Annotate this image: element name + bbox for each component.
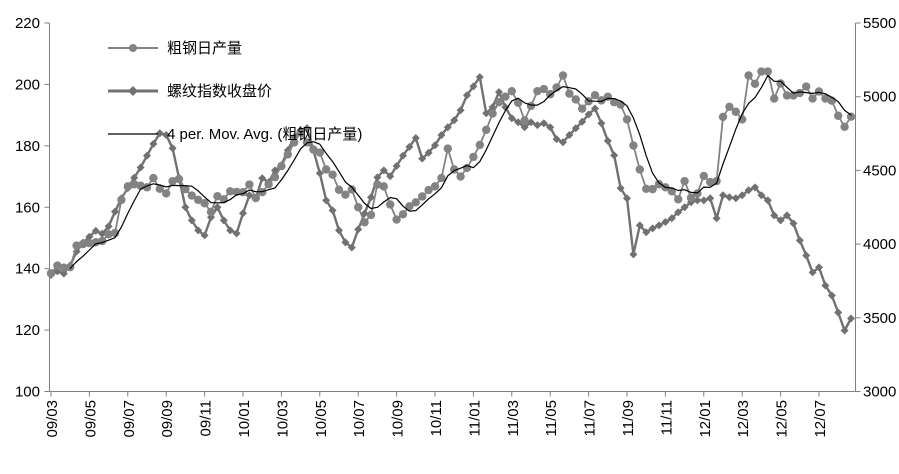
svg-text:180: 180 [15, 138, 40, 155]
svg-text:11/05: 11/05 [543, 400, 560, 436]
legend-line-circle-marker-icon [108, 43, 158, 52]
svg-text:09/03: 09/03 [44, 400, 61, 438]
svg-text:10/03: 10/03 [274, 400, 291, 438]
svg-text:09/07: 09/07 [121, 400, 138, 438]
x-axis-labels: 09/03 09/05 09/07 09/09 09/11 10/01 10/03 10/05… [44, 391, 829, 438]
svg-text:160: 160 [15, 199, 40, 216]
svg-text:11/11: 11/11 [658, 400, 675, 435]
y-axis-left-labels: 220 200 180 160 140 120 100 [15, 15, 50, 401]
svg-text:3000: 3000 [863, 384, 896, 401]
svg-text:5000: 5000 [863, 89, 896, 106]
legend-entry-moving-average: 4 per. Mov. Avg. (粗钢日产量) [108, 112, 362, 155]
svg-text:10/05: 10/05 [313, 400, 330, 438]
svg-text:120: 120 [15, 322, 40, 339]
series-crude-steel-daily-output [46, 67, 856, 278]
svg-text:10/07: 10/07 [351, 400, 368, 438]
svg-text:220: 220 [15, 15, 40, 32]
svg-text:100: 100 [15, 384, 40, 401]
svg-text:10/09: 10/09 [390, 400, 407, 438]
svg-text:10/11: 10/11 [428, 400, 445, 436]
svg-text:11/03: 11/03 [505, 400, 522, 436]
svg-text:12/05: 12/05 [774, 400, 791, 438]
legend-thin-line-icon [108, 132, 158, 135]
svg-text:4500: 4500 [863, 162, 896, 179]
svg-text:11/07: 11/07 [582, 400, 599, 436]
svg-text:09/11: 09/11 [198, 400, 215, 436]
legend-label-crude-steel: 粗钢日产量 [167, 40, 243, 57]
legend-entry-crude-steel: 粗钢日产量 [108, 26, 362, 69]
svg-text:12/01: 12/01 [697, 400, 714, 438]
svg-text:11/09: 11/09 [620, 400, 637, 436]
series-moving-average [69, 74, 852, 269]
svg-text:10/01: 10/01 [236, 400, 253, 438]
svg-text:09/09: 09/09 [159, 400, 176, 438]
svg-text:3500: 3500 [863, 310, 896, 327]
svg-text:09/05: 09/05 [82, 400, 99, 438]
svg-text:5500: 5500 [863, 15, 896, 32]
svg-text:12/03: 12/03 [735, 400, 752, 438]
svg-text:11/01: 11/01 [466, 400, 483, 436]
legend-label-moving-average: 4 per. Mov. Avg. (粗钢日产量) [167, 126, 363, 143]
legend: 粗钢日产量 螺纹指数收盘价 4 per. Mov. Avg. (粗钢日产量) [108, 26, 362, 155]
svg-text:140: 140 [15, 261, 40, 278]
legend-line-diamond-marker-icon [108, 85, 158, 96]
svg-text:200: 200 [15, 76, 40, 93]
legend-label-rebar-index: 螺纹指数收盘价 [167, 83, 273, 100]
svg-text:4000: 4000 [863, 236, 896, 253]
legend-entry-rebar-index: 螺纹指数收盘价 [108, 69, 362, 112]
y-axis-right-labels: 5500 5000 4500 4000 3500 3000 [855, 15, 896, 401]
svg-text:12/07: 12/07 [812, 400, 829, 438]
